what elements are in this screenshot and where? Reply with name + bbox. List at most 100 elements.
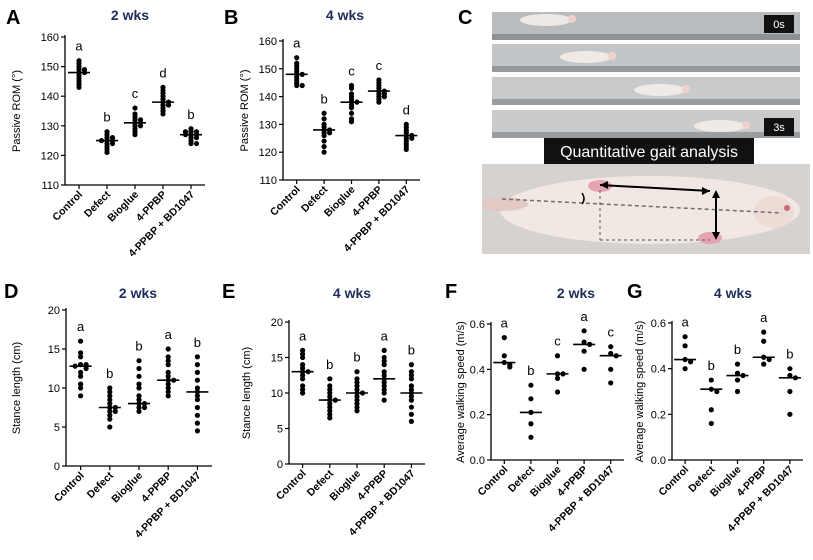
panel-f-title: 2 wks <box>557 285 595 301</box>
panel-b-data-point <box>376 99 382 105</box>
panel-b-y-tick-label: 140 <box>259 92 277 104</box>
panel-d-data-point <box>78 393 84 399</box>
panel-b-data-point <box>299 82 305 89</box>
panel-c-photo: 0s 3s Quantitative gait analysis <box>482 4 810 254</box>
panel-d-data-point <box>136 393 142 399</box>
panel-g-y-tick-label: 0.2 <box>651 409 666 421</box>
panel-f-data-point <box>581 339 587 345</box>
panel-b-data-point <box>321 110 327 116</box>
panel-d-data-point <box>165 373 171 379</box>
panel-d-data-point <box>83 365 89 372</box>
panel-b-x-tick-label: Control <box>268 184 303 219</box>
panel-a-data-point <box>193 135 200 141</box>
panel-e-data-point <box>381 362 387 368</box>
time-start-text: 0s <box>773 19 785 31</box>
panel-d-data-point <box>165 358 171 364</box>
panel-b-significance-letter: a <box>293 36 301 51</box>
panel-a-data-point <box>109 140 116 147</box>
panel-f-y-label: Average walking speed (m/s) <box>455 321 467 463</box>
panel-f-y-tick-label: 0.2 <box>470 410 485 422</box>
panel-f-data-point <box>554 375 561 381</box>
panel-e-data-point <box>408 397 414 403</box>
panel-d-significance-letter: a <box>77 319 85 334</box>
panel-letter-a: A <box>6 7 20 29</box>
panel-b-y-tick-label: 130 <box>259 119 277 131</box>
panel-a-x-tick-label: Bioglue <box>105 189 141 225</box>
panel-d-significance-letter: b <box>194 335 201 350</box>
panel-d-data-point <box>165 381 171 387</box>
panel-d-data-point <box>136 381 142 387</box>
panel-g-significance-letter: b <box>708 358 715 373</box>
panel-f-data-point <box>501 353 507 359</box>
panel-d-significance-letter: b <box>135 339 142 354</box>
panel-e-data-point <box>408 418 414 424</box>
panel-d-data-point <box>194 420 200 426</box>
panel-d-data-point <box>136 408 142 414</box>
walkway-strip <box>492 44 800 72</box>
panel-g-x-tick-label: Control <box>656 464 691 499</box>
panel-f-data-point <box>608 366 614 372</box>
panel-d-data-point <box>194 362 200 368</box>
panel-g-data-point <box>734 370 741 376</box>
panel-d-y-tick-label: 0 <box>54 461 60 473</box>
panel-f-data-point <box>501 335 507 341</box>
panel-d-x-tick-label: Control <box>52 470 87 505</box>
panel-g-data-point <box>734 361 741 367</box>
panel-d-data-point <box>78 373 84 379</box>
panel-a-y-tick-label: 110 <box>41 180 59 192</box>
panel-e-data-point <box>408 362 414 368</box>
panel-g-y-label: Average walking speed (m/s) <box>634 321 646 463</box>
panel-g-title: 4 wks <box>714 285 752 301</box>
panel-d-data-point <box>78 381 84 387</box>
panel-f-y-tick-label: 0.6 <box>470 319 485 331</box>
panel-f-data-point <box>608 350 614 357</box>
panel-b-data-point <box>381 94 387 100</box>
panel-f-data-point <box>528 382 534 388</box>
panel-b-y-tick-label: 150 <box>259 64 277 76</box>
panel-d-data-point <box>194 393 200 399</box>
panel-a-y-tick-label: 150 <box>41 62 59 74</box>
time-end-text: 3s <box>773 122 785 134</box>
panel-a-significance-letter: c <box>132 86 139 101</box>
panel-g-significance-letter: a <box>760 310 768 325</box>
panel-b-data-point <box>327 130 333 136</box>
panel-e-data-point <box>300 354 306 361</box>
panel-d-y-tick-label: 20 <box>48 305 60 317</box>
panel-g-data-point <box>766 356 772 363</box>
panel-f-data-point <box>528 434 534 440</box>
panel-b-data-point <box>321 149 327 155</box>
panel-d-data-point <box>194 377 200 383</box>
panel-e-significance-letter: b <box>353 350 360 365</box>
panel-d-data-point <box>107 408 113 414</box>
panel-g-y-tick-label: 0.4 <box>651 364 666 376</box>
panel-d-data-point <box>136 365 142 372</box>
panel-letter-f: F <box>445 281 457 303</box>
panel-g-data-point <box>761 361 767 367</box>
panel-b-data-point <box>348 105 355 111</box>
panel-e-significance-letter: a <box>381 328 389 343</box>
panel-g-significance-letter: a <box>681 315 689 330</box>
panel-e-y-tick-label: 10 <box>271 388 283 400</box>
panel-b-significance-letter: c <box>348 63 355 78</box>
panel-b-title: 4 wks <box>326 7 364 23</box>
panel-b-data-point <box>294 55 300 61</box>
panel-d-data-point <box>107 397 113 403</box>
panel-b-y-tick-label: 120 <box>259 147 277 159</box>
panel-e-data-point <box>408 411 414 417</box>
panel-e-data-point <box>408 376 414 382</box>
panel-a-data-point <box>132 132 138 138</box>
panel-f-y-tick-label: 0.0 <box>470 455 485 467</box>
panel-f-data-point <box>608 344 614 350</box>
panel-e-data-point <box>381 390 387 396</box>
panel-e-data-point <box>354 369 360 375</box>
panel-e-data-point <box>300 390 306 396</box>
panel-g-data-point <box>787 388 793 395</box>
panel-g-significance-letter: b <box>734 342 741 357</box>
rat-closeup <box>482 164 810 254</box>
panel-e-data-point <box>300 376 306 382</box>
panel-letter-c: C <box>458 7 472 29</box>
panel-b-data-point <box>294 82 300 89</box>
panel-a-data-point <box>137 123 144 129</box>
panel-e-significance-letter: b <box>326 357 333 372</box>
panel-f-data-point <box>581 328 587 334</box>
